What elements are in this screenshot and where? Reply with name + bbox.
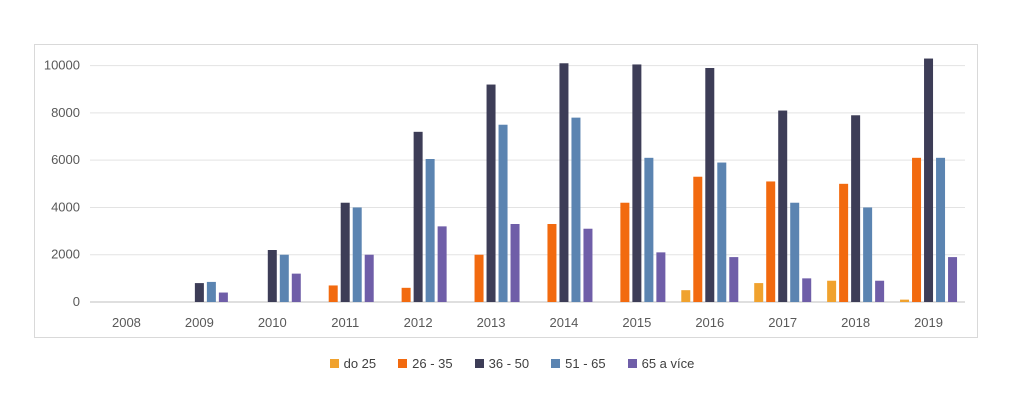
legend-swatch: [627, 359, 637, 368]
bar-2010-series-2: [267, 250, 277, 302]
x-tick-label: 2018: [841, 315, 870, 330]
bar-2012-series-1: [401, 287, 411, 302]
x-tick-label: 2014: [549, 315, 578, 330]
bar-2019-series-0: [900, 299, 910, 302]
legend-swatch: [551, 359, 561, 368]
bar-2017-series-3: [790, 202, 800, 302]
bar-2011-series-4: [364, 254, 374, 302]
bar-2010-series-3: [279, 254, 289, 302]
y-tick-label: 10000: [44, 58, 80, 73]
x-tick-label: 2019: [914, 315, 943, 330]
x-tick-label: 2010: [258, 315, 287, 330]
x-axis-ticks: 2008 2009 2010 2011 2012 2013 2014 2015 2016 2017…: [112, 315, 943, 330]
bar-2019-series-3: [936, 157, 946, 302]
y-tick-label: 4000: [51, 199, 80, 214]
bar-2014-series-4: [583, 228, 593, 302]
bar-2018-series-3: [863, 207, 873, 302]
bar-2017-series-2: [778, 110, 788, 302]
bar-2017-series-0: [754, 283, 764, 302]
legend-item: do 25: [329, 356, 377, 371]
bar-2014-series-2: [559, 63, 569, 302]
legend-swatch: [398, 359, 408, 368]
bar-2016-series-1: [693, 176, 703, 302]
bar-2009-series-2: [194, 283, 204, 302]
x-tick-label: 2011: [331, 315, 359, 330]
x-tick-label: 2016: [695, 315, 724, 330]
x-tick-label: 2008: [112, 315, 141, 330]
legend-label: 65 a více: [641, 356, 695, 371]
bar-2019-series-4: [948, 257, 958, 302]
bar-2012-series-2: [413, 131, 423, 302]
legend-swatch: [329, 359, 339, 368]
legend-label: do 25: [343, 356, 377, 371]
bar-2013-series-1: [474, 254, 484, 302]
bar-2015-series-1: [620, 202, 630, 302]
bar-2016-series-2: [705, 68, 715, 302]
y-tick-label: 0: [73, 294, 80, 309]
bar-2016-series-0: [681, 290, 691, 302]
y-tick-label: 2000: [51, 247, 80, 262]
legend-item: 65 a více: [627, 356, 695, 371]
bar-2015-series-4: [656, 252, 666, 302]
legend-item: 26 - 35: [398, 356, 453, 371]
bar-2013-series-4: [510, 224, 520, 302]
chart-frame: [34, 44, 978, 338]
bar-2011-series-2: [340, 202, 350, 302]
y-axis-ticks: 0 2000 4000 6000 8000 10000: [44, 58, 80, 309]
bar-2019-series-1: [912, 157, 922, 302]
bar-2017-series-1: [766, 181, 776, 302]
bar-2010-series-4: [291, 273, 301, 302]
bar-2018-series-1: [839, 183, 849, 302]
legend-label: 26 - 35: [412, 356, 453, 371]
y-tick-label: 8000: [51, 105, 80, 120]
legend-label: 51 - 65: [565, 356, 606, 371]
y-tick-label: 6000: [51, 152, 80, 167]
x-tick-label: 2017: [768, 315, 797, 330]
bar-2017-series-4: [802, 278, 812, 302]
bar-2016-series-4: [729, 257, 739, 302]
x-tick-label: 2012: [404, 315, 433, 330]
legend-swatch: [474, 359, 484, 368]
legend-item: 51 - 65: [551, 356, 606, 371]
bars: [194, 58, 958, 303]
bar-2011-series-3: [352, 207, 362, 302]
bar-2012-series-3: [425, 159, 435, 302]
bar-2019-series-2: [924, 58, 934, 302]
bar-2012-series-4: [437, 226, 447, 302]
bar-2018-series-2: [851, 115, 861, 302]
x-tick-label: 2013: [477, 315, 506, 330]
bar-2014-series-1: [547, 224, 557, 302]
bar-2016-series-3: [717, 162, 727, 302]
gridlines: [90, 65, 965, 303]
bar-2011-series-1: [328, 285, 338, 302]
legend-label: 36 - 50: [488, 356, 530, 371]
x-tick-label: 2009: [185, 315, 214, 330]
bar-2018-series-0: [827, 280, 837, 302]
bar-2013-series-3: [498, 124, 508, 303]
bar-2018-series-4: [875, 280, 885, 302]
bar-2013-series-2: [486, 84, 496, 302]
bar-2009-series-4: [218, 292, 228, 302]
bar-2014-series-3: [571, 117, 581, 303]
legend: do 25 26 - 35 36 - 50 51 - 65 65 a více: [0, 356, 1024, 371]
bar-2015-series-3: [644, 157, 654, 302]
bar-2015-series-2: [632, 64, 642, 302]
legend-item: 36 - 50: [474, 356, 530, 371]
bar-2009-series-3: [206, 281, 216, 302]
x-tick-label: 2015: [622, 315, 651, 330]
